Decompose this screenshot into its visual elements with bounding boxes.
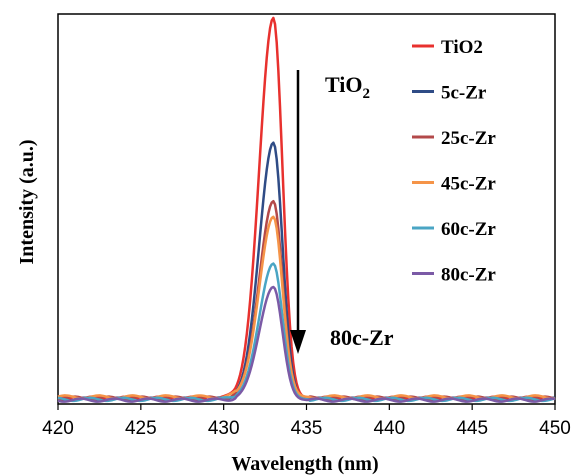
series-line-45c-zr	[57, 215, 556, 400]
annotation-top: TiO2	[325, 72, 370, 102]
trend-arrow-head	[290, 330, 306, 354]
series-line-80c-zr	[57, 285, 556, 403]
series-curves	[57, 16, 556, 403]
x-axis-title: Wavelength (nm)	[231, 453, 378, 475]
legend: TiO2 5c-Zr 25c-Zr 45c-Zr 60c-Zr 80c-Zr	[412, 37, 496, 286]
legend-label: 45c-Zr	[441, 174, 496, 195]
plot-frame	[57, 13, 556, 405]
legend-label: 80c-Zr	[441, 265, 496, 286]
x-tick-label: 450	[539, 418, 571, 439]
annotation-bottom: 80c-Zr	[330, 325, 394, 350]
x-tick-label: 430	[208, 418, 240, 439]
legend-label: 60c-Zr	[441, 219, 496, 240]
x-tick-label: 440	[373, 418, 405, 439]
x-tick-label: 425	[125, 418, 157, 439]
x-axis-ticks: 420 425 430 435 440 445 450	[42, 404, 571, 439]
legend-label: 25c-Zr	[441, 128, 496, 149]
x-tick-label: 435	[291, 418, 323, 439]
y-axis-title: Intensity (a.u.)	[16, 139, 38, 264]
x-tick-label: 420	[42, 418, 74, 439]
legend-label: TiO2	[441, 37, 483, 58]
x-tick-label: 445	[456, 418, 488, 439]
legend-label: 5c-Zr	[441, 83, 487, 104]
series-line-tio2	[57, 16, 556, 401]
